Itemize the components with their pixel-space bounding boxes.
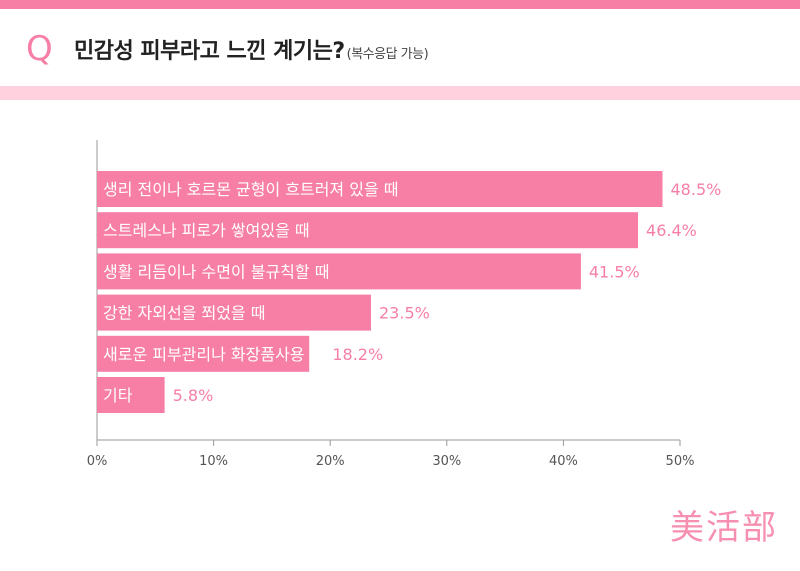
- bar-value-label: 48.5%: [671, 180, 722, 199]
- bar-category-label: 강한 자외선을 쬐었을 때: [103, 304, 265, 323]
- bar-category-label: 스트레스나 피로가 쌓여있을 때: [103, 221, 310, 240]
- bar: [97, 253, 581, 290]
- brand-logo: 美活部: [670, 508, 778, 548]
- title-subtitle: (복수응답 가능): [346, 47, 429, 62]
- bar-value-label: 46.4%: [646, 221, 697, 240]
- bar-category-label: 기타: [103, 386, 133, 405]
- title-text: 민감성 피부라고 느낀 계기는?: [74, 39, 345, 64]
- top-color-band: [0, 0, 800, 9]
- bar: [97, 171, 663, 207]
- bar-value-label: 23.5%: [379, 304, 430, 323]
- x-tick-label: 20%: [316, 454, 345, 469]
- x-tick-label: 50%: [666, 454, 695, 469]
- bar: [97, 335, 310, 372]
- bar-value-label: 5.8%: [173, 386, 214, 405]
- bar-category-label: 생리 전이나 호르몬 균형이 흐트러져 있을 때: [103, 180, 398, 199]
- page-title: 민감성 피부라고 느낀 계기는? (복수응답 가능): [74, 38, 429, 69]
- x-tick-label: 10%: [199, 454, 228, 469]
- bar-category-label: 새로운 피부관리나 화장품사용 시: [103, 345, 324, 364]
- bar: [97, 212, 639, 249]
- x-tick-label: 40%: [549, 454, 578, 469]
- bar-value-label: 41.5%: [589, 262, 640, 281]
- bar-category-label: 생활 리듬이나 수면이 불규칙할 때: [103, 262, 329, 281]
- bar-value-label: 18.2%: [332, 345, 383, 364]
- bar: [97, 294, 372, 331]
- x-tick-label: 0%: [87, 454, 108, 469]
- bottom-color-band: [0, 86, 800, 100]
- header: Q 민감성 피부라고 느낀 계기는? (복수응답 가능): [0, 9, 800, 86]
- bar: [97, 377, 165, 413]
- x-tick-label: 30%: [432, 454, 461, 469]
- q-mark-icon: Q: [26, 29, 53, 69]
